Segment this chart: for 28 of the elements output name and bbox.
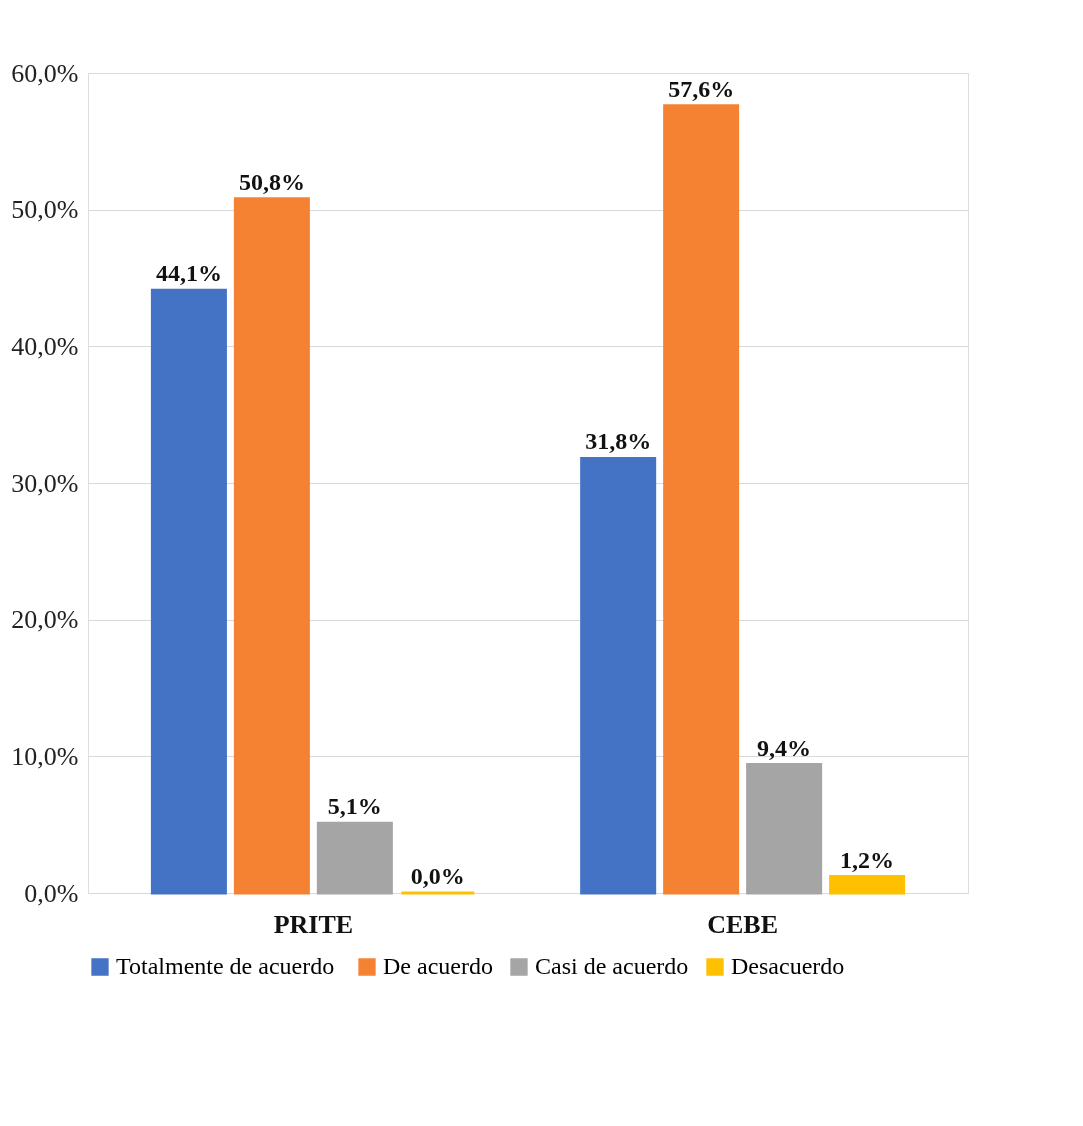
bar xyxy=(150,288,227,895)
bar xyxy=(663,104,740,895)
y-tick-label: 40,0% xyxy=(11,331,79,361)
bar xyxy=(316,821,393,895)
data-label: 1,2% xyxy=(840,846,895,873)
x-tick-label: PRITE xyxy=(273,909,354,939)
bar xyxy=(746,763,823,895)
legend-label: Totalmente de acuerdo xyxy=(116,953,335,979)
legend-label: Casi de acuerdo xyxy=(535,953,689,979)
bar xyxy=(233,197,310,895)
data-label: 50,8% xyxy=(238,168,305,195)
bar xyxy=(580,456,657,895)
y-tick-label: 0,0% xyxy=(24,878,79,908)
data-label: 44,1% xyxy=(155,260,222,287)
data-label: 0,0% xyxy=(410,863,465,889)
y-tick-label: 20,0% xyxy=(11,605,79,635)
data-label: 57,6% xyxy=(668,75,735,102)
data-label: 31,8% xyxy=(585,428,652,455)
bar xyxy=(829,875,906,895)
legend-label: De acuerdo xyxy=(383,953,493,979)
x-tick-label: CEBE xyxy=(707,909,779,939)
y-tick-label: 50,0% xyxy=(11,195,79,225)
y-tick-label: 60,0% xyxy=(11,58,79,88)
data-label: 5,1% xyxy=(327,793,382,820)
legend-label: Desacuerdo xyxy=(731,953,845,979)
y-tick-label: 10,0% xyxy=(11,741,79,771)
data-label: 9,4% xyxy=(757,734,812,761)
y-tick-label: 30,0% xyxy=(11,468,79,498)
